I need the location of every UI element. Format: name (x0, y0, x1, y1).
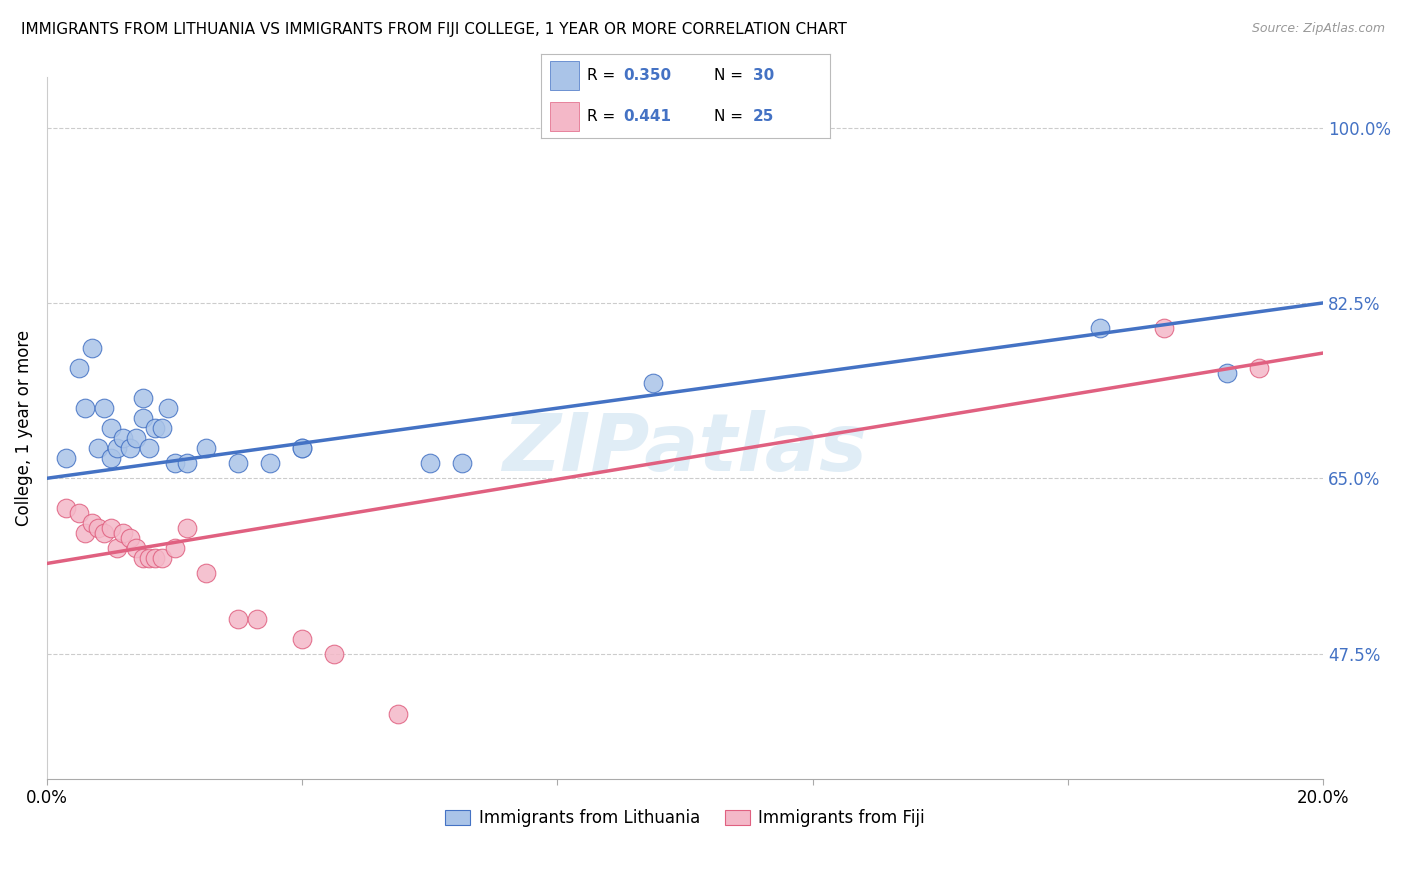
Point (131, 411, 153, 425)
Text: IMMIGRANTS FROM LITHUANIA VS IMMIGRANTS FROM FIJI COLLEGE, 1 YEAR OR MORE CORREL: IMMIGRANTS FROM LITHUANIA VS IMMIGRANTS … (21, 22, 846, 37)
Point (67, 361, 90, 376)
Text: ZIPatlas: ZIPatlas (502, 410, 868, 488)
Text: N =: N = (714, 109, 748, 124)
Point (419, 456, 441, 470)
Point (163, 541, 186, 556)
Point (75, 401, 97, 416)
Point (125, 431, 148, 445)
Point (80, 341, 103, 355)
Point (100, 421, 122, 435)
Text: 0.350: 0.350 (623, 68, 672, 83)
Point (291, 441, 314, 455)
Text: R =: R = (588, 68, 620, 83)
Point (163, 456, 186, 470)
Point (150, 421, 173, 435)
Point (1088, 321, 1111, 335)
Text: Source: ZipAtlas.com: Source: ZipAtlas.com (1251, 22, 1385, 36)
Legend: Immigrants from Lithuania, Immigrants from Fiji: Immigrants from Lithuania, Immigrants fr… (439, 803, 931, 834)
Point (75, 526, 97, 541)
Point (112, 431, 135, 445)
Point (105, 441, 128, 455)
Bar (550, 62, 579, 90)
Point (150, 551, 173, 566)
Point (105, 541, 128, 556)
Point (195, 441, 218, 455)
Point (55, 451, 77, 466)
Point (176, 456, 198, 470)
Point (387, 706, 409, 721)
Y-axis label: College, 1 year or more: College, 1 year or more (15, 330, 32, 526)
Point (1249, 361, 1271, 376)
Text: N =: N = (714, 68, 748, 83)
Point (131, 551, 153, 566)
Point (112, 526, 135, 541)
Text: 25: 25 (754, 109, 775, 124)
Point (176, 521, 198, 535)
Point (87, 521, 110, 535)
Point (118, 441, 141, 455)
Point (100, 521, 122, 535)
Point (93, 401, 115, 416)
Text: R =: R = (588, 109, 620, 124)
Point (118, 532, 141, 546)
Text: 30: 30 (754, 68, 775, 83)
Point (80, 516, 103, 531)
Point (125, 541, 148, 556)
Point (259, 456, 281, 470)
Point (138, 551, 160, 566)
Point (131, 391, 153, 405)
Point (1216, 366, 1239, 380)
Point (157, 401, 180, 416)
Point (228, 456, 250, 470)
Point (228, 611, 250, 625)
Point (195, 566, 218, 581)
Point (138, 441, 160, 455)
Point (291, 632, 314, 646)
Point (291, 441, 314, 455)
Point (67, 507, 90, 521)
Text: 0.441: 0.441 (623, 109, 672, 124)
Point (1153, 321, 1175, 335)
Point (643, 376, 665, 390)
Point (145, 551, 167, 566)
Point (246, 611, 269, 625)
Point (87, 441, 110, 455)
Bar (550, 102, 579, 130)
Point (145, 421, 167, 435)
Point (450, 456, 472, 470)
Point (100, 451, 122, 466)
Point (93, 526, 115, 541)
Point (323, 647, 346, 661)
Point (55, 501, 77, 516)
